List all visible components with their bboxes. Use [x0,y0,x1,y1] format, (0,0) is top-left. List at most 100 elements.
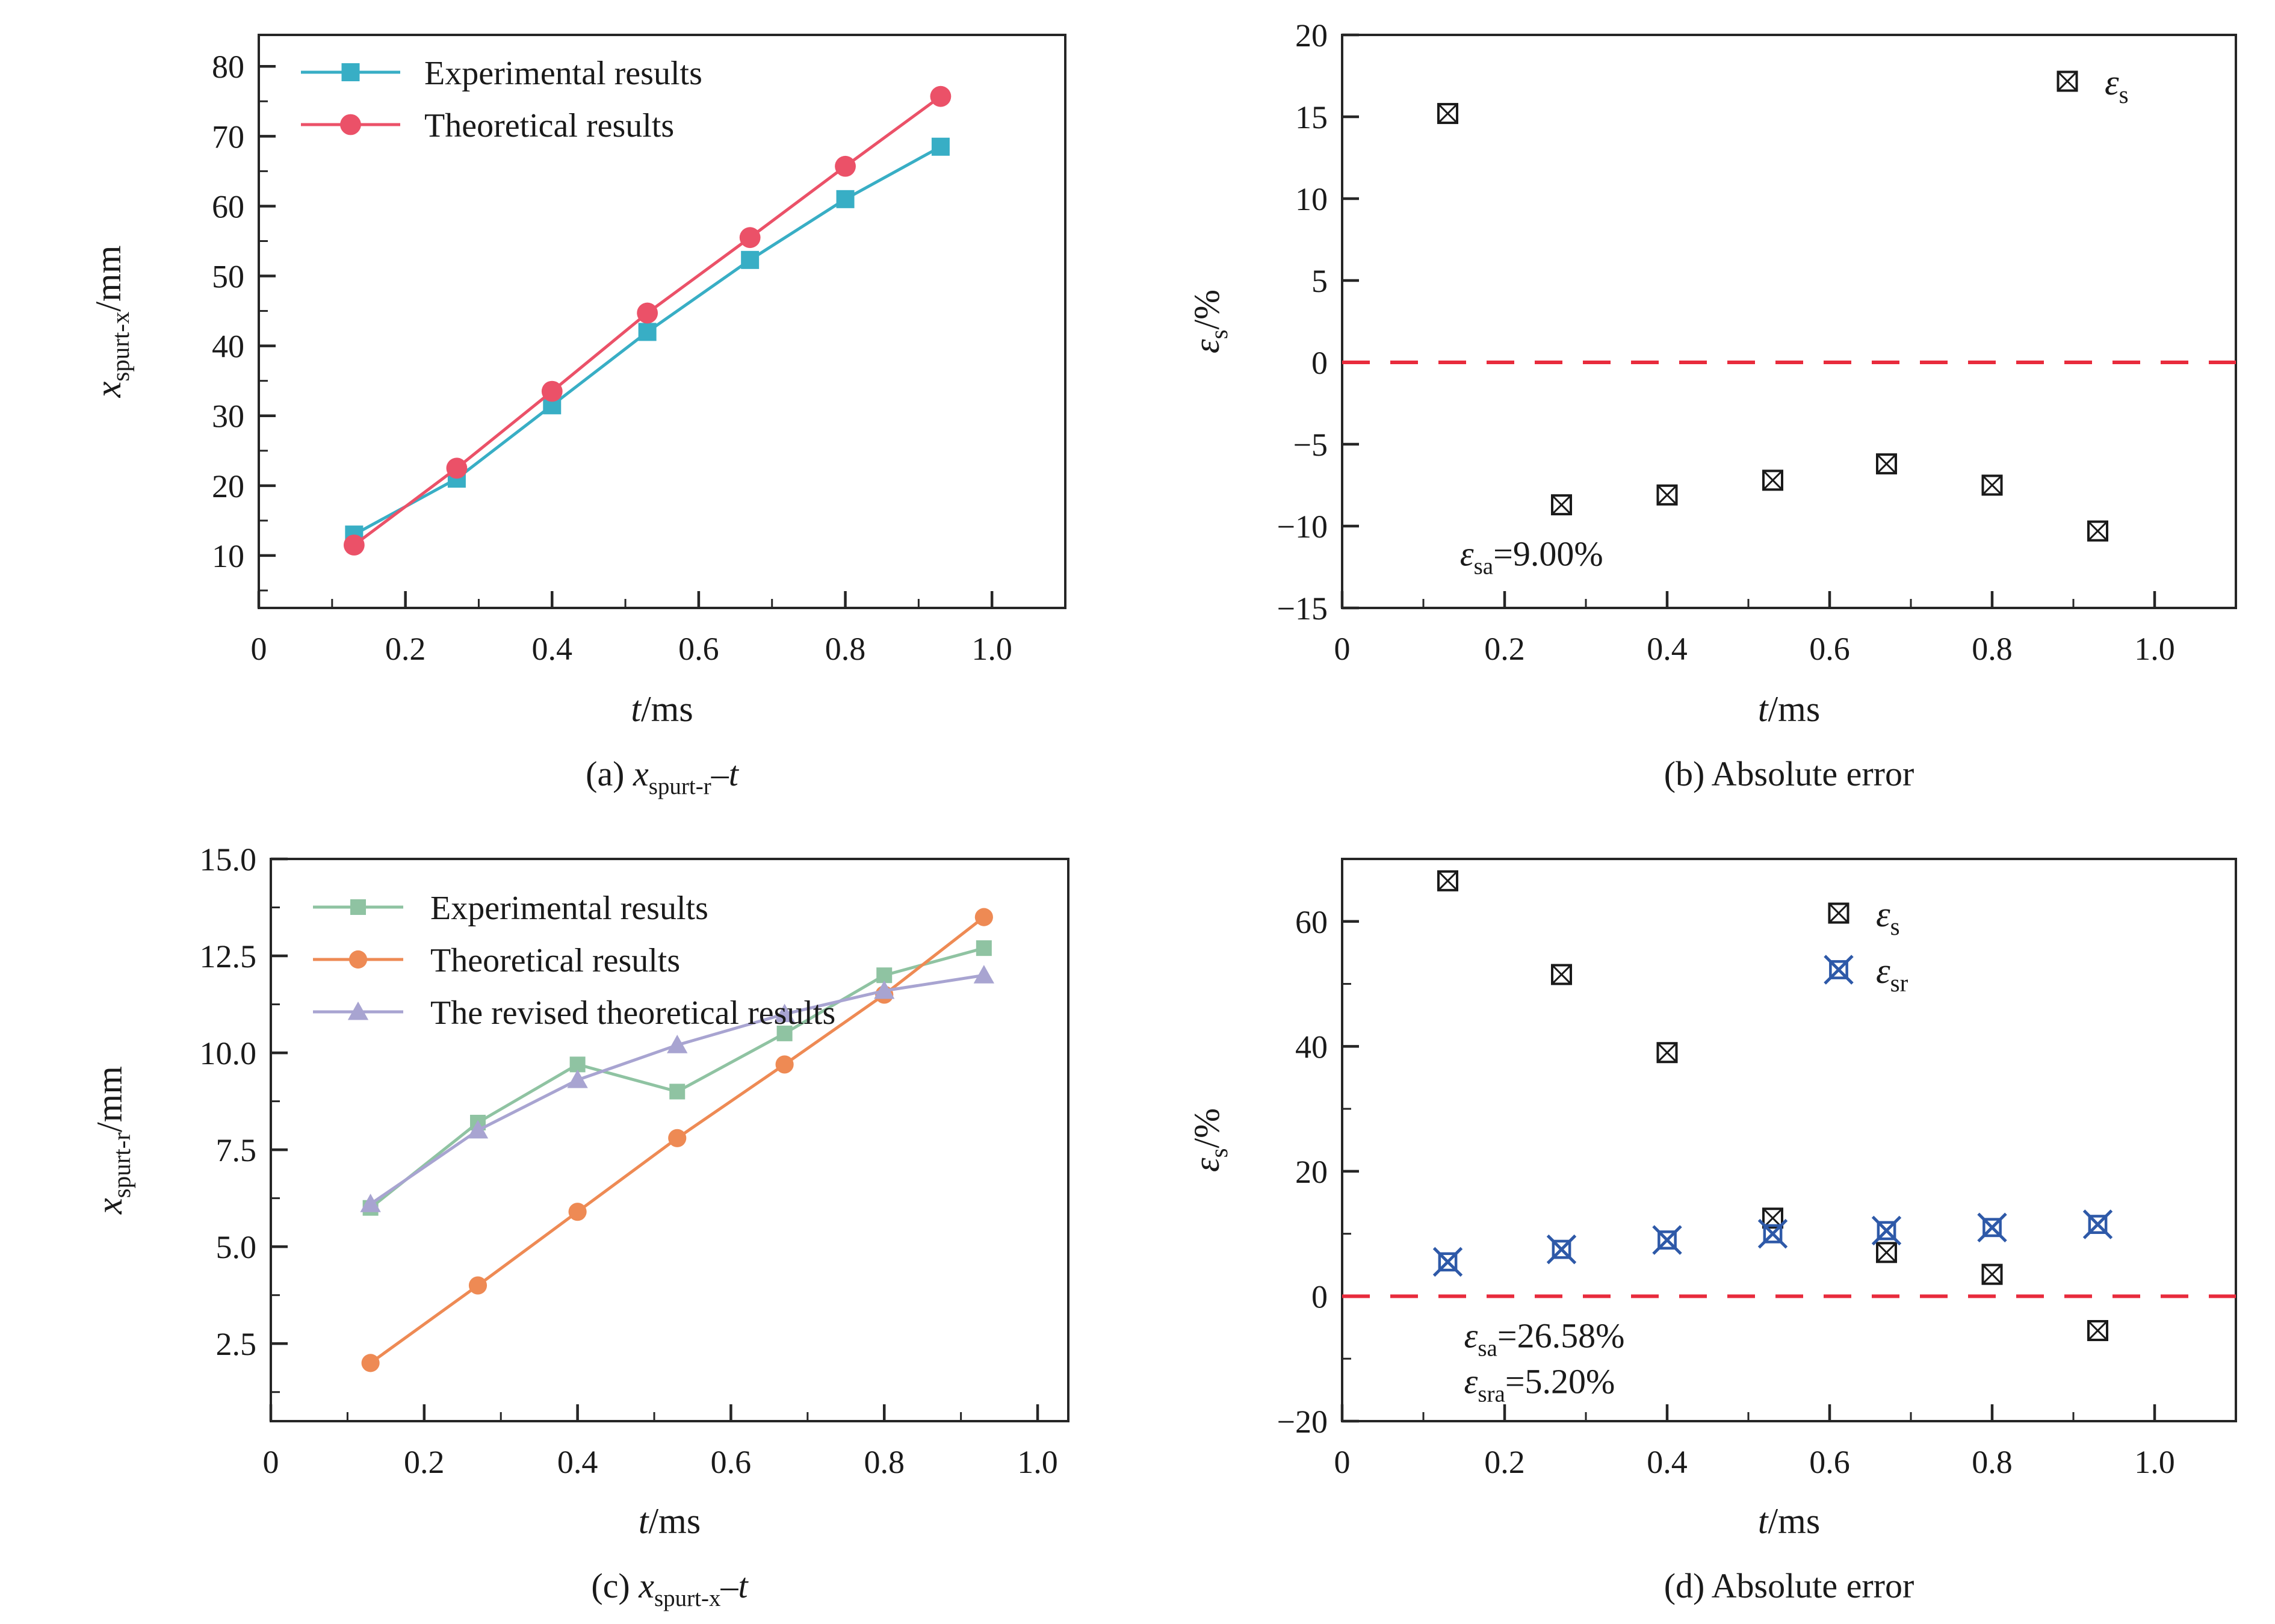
x-axis-label: t/ms [1758,689,1820,729]
marker-square [350,899,366,915]
marker-circle [343,535,365,556]
marker-triangle [347,1001,369,1020]
marker-triangle [874,980,895,999]
marker-crossed-square-x [2088,1215,2108,1234]
marker-square [669,1083,686,1100]
marker-square [638,323,657,341]
plot-border [270,858,1069,1422]
chart-b-absolute-error: 0 0.2 0.4 0.6 0.8 1.0 −15 −10 −5 0 5 10 15 20 εs εsa=9.… [1138,0,2275,812]
axes: 0 0.2 0.4 0.6 0.8 1.0 10 20 30 40 50 60 70 80 [212,34,1066,667]
x-axis-label: t/ms [631,689,693,729]
y-axis-label: εs/% [1187,1108,1233,1172]
series-1 [343,85,952,556]
x-tick-label: 0 [251,631,267,667]
marker-square [776,1025,793,1041]
marker-triangle [360,1194,381,1212]
y-tick-label: 10 [212,538,244,574]
marker-circle [637,302,658,324]
y-tick-label: 10.0 [200,1035,257,1071]
x-tick-label: 0.4 [557,1444,598,1480]
y-tick-label: 7.5 [216,1132,257,1168]
marker-circle [361,1354,380,1372]
y-tick-label: 20 [1295,17,1328,54]
chart-a-spurt-distance-vs-time: 0 0.2 0.4 0.6 0.8 1.0 10 20 30 40 50 60 70 80 Experime… [0,0,1138,812]
y-axis-label: xspurt-r/mm [90,1066,135,1215]
x-tick-label: 0.6 [678,631,719,667]
marker-square [836,190,855,208]
y-tick-label: −5 [1293,427,1328,463]
y-axis-label: εs/% [1187,290,1233,353]
marker-circle [930,85,952,107]
legend-label: Experimental results [424,55,702,92]
x-tick-label: 1.0 [2134,1444,2175,1480]
x-tick-label: 1.0 [971,631,1012,667]
x-tick-label: 0.2 [404,1444,445,1480]
marker-crossed-square-x [1877,1221,1896,1241]
series-1 [1432,1209,2113,1277]
legend: Experimental results Theoretical results T… [313,890,835,1032]
plot-border [1341,34,2237,609]
legend: Experimental results Theoretical results [301,55,702,144]
legend-label: εs [2105,63,2129,108]
marker-crossed-square-x [1438,1252,1458,1272]
y-tick-label: 5.0 [216,1229,257,1265]
legend-label: Theoretical results [430,942,680,979]
marker-circle [739,227,761,249]
x-tick-label: 0.8 [825,631,866,667]
x-tick-label: 0.4 [532,631,573,667]
x-axis-label: t/ms [639,1501,701,1541]
annotation: εsra=5.20% [1464,1362,1615,1407]
series-2 [360,965,995,1212]
x-tick-label: 0.2 [1484,631,1525,667]
marker-circle [974,908,993,926]
y-tick-label: 50 [212,259,244,295]
x-tick-label: 0.4 [1647,631,1688,667]
marker-square [976,940,992,956]
series-0 [1437,103,2108,542]
y-tick-label: −10 [1277,509,1328,545]
x-tick-label: 0.2 [1484,1444,1525,1480]
marker-crossed-square-x [1658,1230,1677,1250]
x-tick-label: 0 [1334,1444,1351,1480]
marker-circle [446,457,468,479]
x-tick-label: 0.8 [1972,1444,2013,1480]
legend-label: The revised theoretical results [430,994,835,1032]
marker-square [741,250,760,269]
legend-label: εs [1876,894,1900,940]
y-tick-label: 40 [212,329,244,365]
x-tick-label: 0.2 [385,631,426,667]
y-tick-label: 20 [1295,1154,1328,1190]
panel-a: 0 0.2 0.4 0.6 0.8 1.0 10 20 30 40 50 60 70 80 Experime… [0,0,1138,812]
panel-c: 0 0.2 0.4 0.6 0.8 1.0 2.5 5.0 7.5 10.0 12.5 15.0 Exp… [0,812,1138,1624]
plot-border [258,34,1066,609]
y-tick-label: 0 [1311,345,1328,381]
marker-crossed-square-x [1552,1239,1571,1259]
legend: εs [2057,63,2129,108]
y-tick-label: 60 [1295,904,1328,940]
series-0 [362,940,992,1216]
caption: (d) Absolute error [1664,1566,1914,1605]
marker-circle [348,950,368,969]
marker-circle [568,1203,587,1221]
marker-triangle [973,965,995,984]
x-tick-label: 1.0 [1017,1444,1058,1480]
legend-label: Theoretical results [424,107,674,144]
y-tick-label: 20 [212,468,244,504]
annotation: εsa=26.58% [1464,1316,1625,1362]
legend-label: Experimental results [430,890,708,927]
y-tick-label: 5 [1311,263,1328,299]
marker-circle [835,155,856,177]
y-tick-label: 2.5 [216,1326,257,1362]
chart-c-spurt-radius-vs-time: 0 0.2 0.4 0.6 0.8 1.0 2.5 5.0 7.5 10.0 12.5 15.0 Exp… [0,812,1138,1624]
marker-triangle [667,1035,688,1053]
legend: εs εsr [1824,894,1908,997]
x-tick-label: 0.4 [1647,1444,1688,1480]
x-tick-label: 0.6 [1809,1444,1850,1480]
caption: (a) xspurt-r–t [586,754,740,799]
y-tick-label: 10 [1295,181,1328,217]
x-tick-label: 0 [1334,631,1351,667]
y-tick-label: 12.5 [200,938,257,975]
